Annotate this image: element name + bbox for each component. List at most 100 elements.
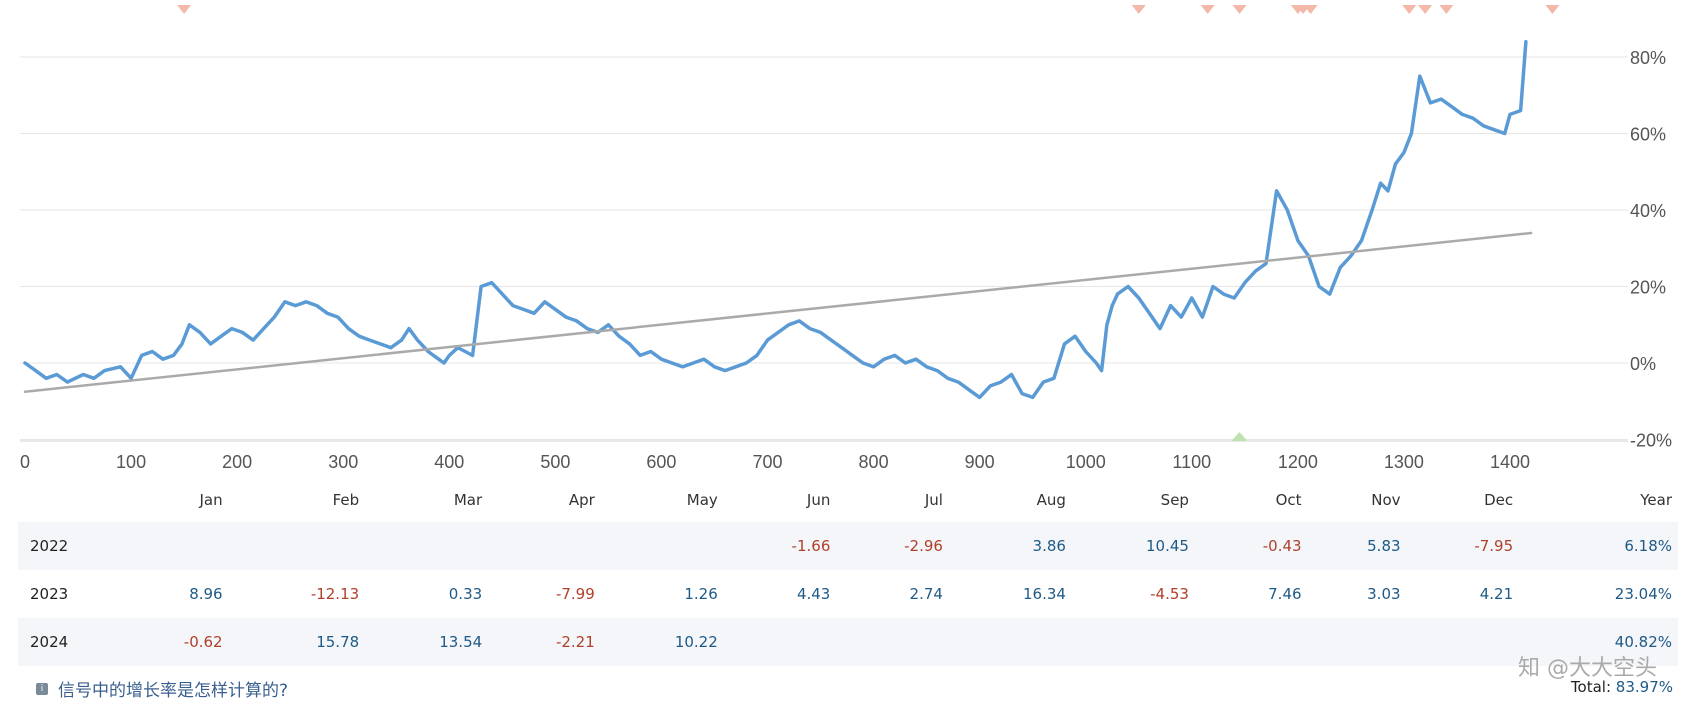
growth-rate-help-link[interactable]: i 信号中的增长率是怎样计算的? (36, 676, 288, 701)
table-header-corner (18, 478, 116, 522)
table-header-month: Apr (568, 491, 595, 509)
table-header-month: Sep (1160, 491, 1189, 509)
table-cell: 13.54 (365, 618, 489, 666)
table-header-month: Oct (1275, 491, 1302, 509)
table-cell: 10.45 (1071, 522, 1195, 570)
table-cell (1194, 618, 1308, 666)
growth-chart: 80% 60% 40% 20% 0% -20% 0 100 200 300 400 500 600 70… (20, 5, 1672, 470)
table-cell: -12.13 (310, 585, 360, 603)
x-tick-label: 1000 (1066, 452, 1106, 470)
table-cell (228, 522, 366, 570)
top-marker (1545, 5, 1560, 14)
top-marker (1131, 5, 1146, 14)
table-cell (836, 618, 949, 666)
x-tick-label: 100 (116, 452, 146, 470)
table-cell: 23.04% (1614, 585, 1672, 603)
table-header-month: Jul (924, 491, 943, 509)
table-cell: 15.78 (228, 618, 366, 666)
table-header-month: Jun (806, 491, 831, 509)
total-return: Total: 83.97% (1571, 678, 1673, 696)
table-cell: -2.21 (488, 618, 601, 666)
table-cell: 4.43 (796, 585, 831, 603)
table-cell (1406, 618, 1520, 666)
table-row: 2022 -1.66 -2.96 3.86 10.45 -0.43 5.83 -7.95 6.1… (18, 522, 1678, 570)
table-header-month: May (686, 491, 718, 509)
y-tick-label: 40% (1630, 201, 1666, 221)
table-cell (600, 522, 724, 570)
table-cell: 6.18% (1519, 522, 1678, 570)
table-cell: 10.22 (600, 618, 724, 666)
table-row: 2023 8.96 -12.13 0.33 -7.99 1.26 4.43 2.74 16.34… (18, 570, 1678, 618)
table-cell: 4.21 (1479, 585, 1514, 603)
x-tick-label: 0 (20, 452, 30, 470)
x-tick-label: 300 (328, 452, 358, 470)
y-tick-label: 0% (1630, 354, 1656, 374)
table-cell (116, 522, 229, 570)
top-marker (1232, 5, 1247, 14)
table-cell (488, 522, 601, 570)
table-cell: 7.46 (1268, 585, 1302, 603)
x-tick-label: 700 (752, 452, 782, 470)
table-header-month: Aug (1036, 491, 1066, 509)
table-cell: 0.33 (448, 585, 483, 603)
table-cell: 3.03 (1367, 585, 1401, 603)
table-cell: -0.62 (116, 618, 229, 666)
x-tick-label: 1300 (1384, 452, 1424, 470)
table-header-month: Nov (1371, 491, 1401, 509)
y-tick-label: -20% (1630, 431, 1672, 451)
table-header-month: Dec (1484, 491, 1514, 509)
table-cell: 5.83 (1307, 522, 1407, 570)
total-label: Total: (1570, 678, 1612, 696)
top-marker (1303, 5, 1318, 14)
info-icon: i (36, 682, 48, 695)
x-tick-label: 200 (222, 452, 252, 470)
table-cell: -7.99 (555, 585, 595, 603)
table-header-month: Mar (453, 491, 483, 509)
table-header-month: Jan (199, 491, 223, 509)
top-marker (1200, 5, 1215, 14)
x-tick-label: 800 (859, 452, 889, 470)
table-cell (948, 618, 1072, 666)
total-value: 83.97% (1615, 678, 1673, 696)
x-tick-label: 600 (646, 452, 676, 470)
monthly-returns-table: Jan Feb Mar Apr May Jun Jul Aug Sep Oct Nov Dec Year… (18, 478, 1678, 666)
table-cell: 8.96 (189, 585, 223, 603)
top-marker (1439, 5, 1454, 14)
trend-line (23, 231, 1533, 393)
watermark: 知 @大大空头 (1518, 656, 1657, 681)
table-cell: -4.53 (1150, 585, 1189, 603)
table-cell: -1.66 (723, 522, 837, 570)
table-cell: 16.34 (1023, 585, 1066, 603)
row-year: 2022 (18, 522, 116, 570)
x-tick-label: 1400 (1490, 452, 1530, 470)
x-tick-label: 900 (965, 452, 995, 470)
help-link-text: 信号中的增长率是怎样计算的? (58, 681, 289, 701)
table-cell (1307, 618, 1407, 666)
row-year: 2024 (18, 618, 116, 666)
table-header-year: Year (1640, 491, 1672, 509)
x-tick-label: 1200 (1278, 452, 1318, 470)
table-cell (723, 618, 837, 666)
table-cell: -7.95 (1406, 522, 1520, 570)
top-marker (1418, 5, 1433, 14)
y-tick-label: 20% (1630, 278, 1666, 298)
growth-line (23, 39, 1528, 400)
table-row: 2024 -0.62 15.78 13.54 -2.21 10.22 40.82% (18, 618, 1678, 666)
table-cell: 40.82% (1519, 618, 1678, 666)
table-cell: -0.43 (1194, 522, 1308, 570)
table-cell: 1.26 (684, 585, 718, 603)
table-cell (365, 522, 489, 570)
table-cell: 2.74 (909, 585, 943, 603)
table-cell: -2.96 (836, 522, 949, 570)
x-tick-label: 500 (540, 452, 570, 470)
y-tick-label: 80% (1630, 48, 1666, 68)
top-marker (177, 5, 192, 14)
row-year: 2023 (30, 585, 69, 603)
table-cell: 3.86 (948, 522, 1072, 570)
table-header-row: Jan Feb Mar Apr May Jun Jul Aug Sep Oct Nov Dec Year (18, 478, 1678, 522)
table-cell (1071, 618, 1195, 666)
bottom-marker (1231, 432, 1248, 441)
table-header-month: Feb (332, 491, 360, 509)
x-tick-label: 400 (434, 452, 464, 470)
top-marker (1402, 5, 1417, 14)
